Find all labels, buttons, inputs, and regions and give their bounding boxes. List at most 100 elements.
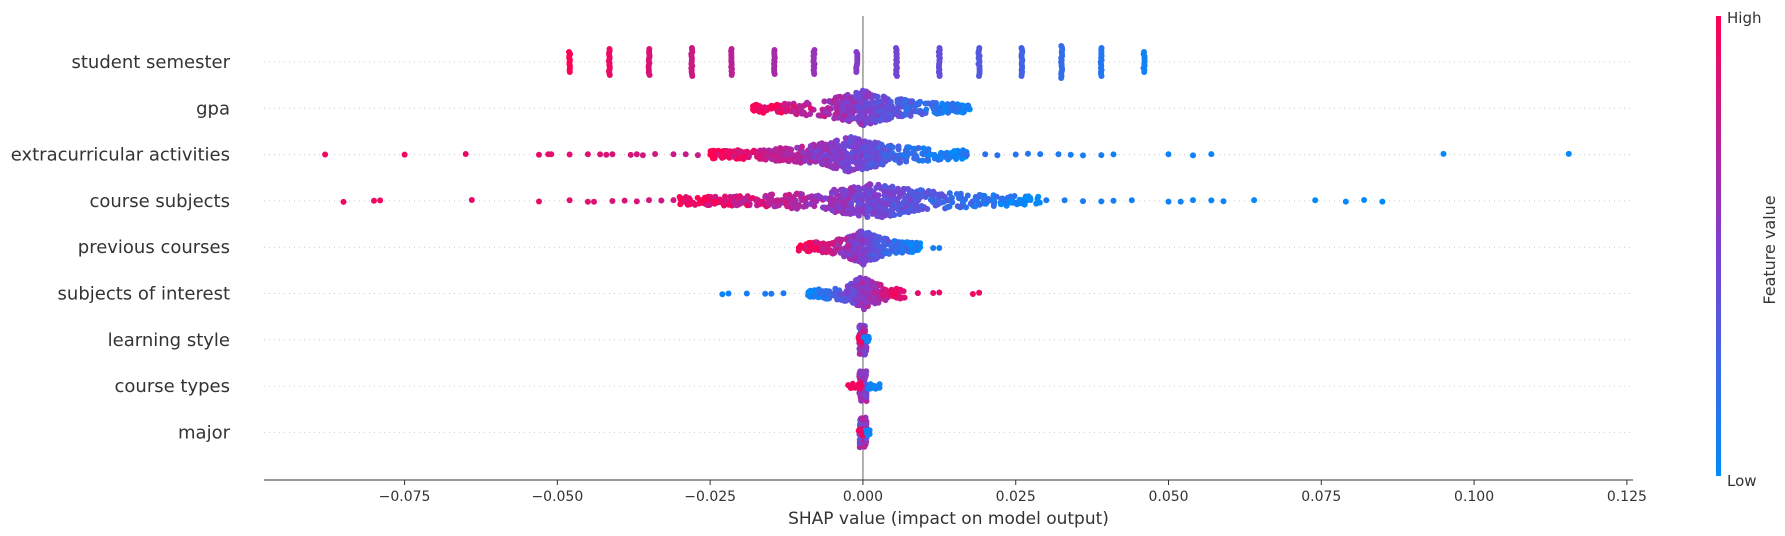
shap-point [566, 69, 573, 75]
shap-point [824, 146, 831, 153]
shap-point [1208, 197, 1215, 204]
shap-point [922, 100, 929, 107]
shap-point [846, 138, 853, 145]
shap-point [813, 148, 820, 155]
shap-point [780, 290, 787, 297]
shap-point [865, 91, 872, 98]
shap-point [1128, 197, 1135, 204]
shap-point [913, 193, 920, 200]
shap-point [855, 91, 862, 98]
shap-point [768, 290, 775, 297]
shap-point [754, 106, 761, 113]
shap-point [824, 152, 830, 159]
shap-point [936, 110, 943, 117]
shap-point [783, 150, 790, 157]
shap-point [733, 202, 740, 209]
shap-point [891, 238, 898, 245]
shap-point [871, 289, 878, 296]
shap-point [876, 234, 883, 241]
shap-point [876, 281, 883, 288]
shap-point [816, 141, 823, 148]
shap-point [907, 205, 914, 212]
shap-point [875, 299, 882, 306]
shap-point [951, 148, 958, 155]
shap-point [740, 153, 747, 160]
x-tick-label: −0.075 [379, 489, 431, 505]
shap-point [816, 290, 823, 297]
shap-point [896, 190, 903, 196]
shap-point [854, 276, 861, 283]
shap-point [905, 186, 911, 192]
shap-point [754, 196, 761, 203]
shap-point [807, 143, 814, 149]
shap-point [882, 95, 889, 102]
shap-point [885, 143, 892, 150]
shap-point [719, 148, 726, 155]
feature-label: learning style [108, 330, 230, 351]
shap-point [677, 201, 684, 208]
shap-point [944, 204, 951, 211]
x-tick-label: 0.100 [1454, 489, 1494, 505]
shap-point [870, 256, 877, 263]
shap-point [788, 200, 795, 207]
shap-point [862, 231, 869, 238]
colorbar-high-label: High [1727, 9, 1761, 27]
shap-point [1251, 197, 1258, 204]
shap-point [807, 158, 814, 165]
shap-point [884, 238, 891, 245]
shap-point [887, 212, 894, 219]
shap-point [1067, 151, 1074, 158]
shap-point [879, 161, 886, 168]
shap-point [609, 198, 616, 204]
shap-point [930, 106, 937, 113]
shap-point [803, 203, 810, 209]
shap-point [972, 203, 979, 210]
shap-point [853, 241, 860, 248]
shap-point [858, 121, 864, 128]
shap-point [1098, 73, 1105, 79]
shap-point [817, 194, 824, 201]
shap-point [833, 110, 840, 117]
shap-point [858, 159, 865, 166]
shap-point [856, 440, 863, 447]
shap-point [994, 152, 1001, 159]
shap-point [744, 193, 751, 200]
shap-point [956, 195, 963, 202]
feature-label: previous courses [78, 237, 230, 258]
shap-point [722, 193, 728, 200]
x-tick-label: 0.000 [843, 489, 883, 505]
shap-point [807, 105, 814, 112]
shap-point [874, 108, 880, 115]
shap-point [609, 151, 616, 158]
shap-point [738, 199, 745, 206]
shap-point [858, 430, 865, 437]
shap-point [829, 240, 836, 247]
shap-point [930, 290, 937, 296]
shap-point [1025, 150, 1031, 157]
shap-point [1034, 195, 1041, 202]
shap-point [873, 116, 880, 123]
shap-point [759, 150, 766, 157]
shap-point [868, 107, 875, 114]
shap-point [591, 198, 597, 205]
shap-point [976, 289, 983, 296]
shap-point [879, 214, 886, 221]
shap-point [830, 148, 837, 155]
shap-point [1565, 150, 1572, 157]
shap-point [670, 151, 677, 158]
shap-point [865, 238, 872, 245]
shap-point [953, 156, 960, 162]
shap-point [853, 69, 860, 75]
shap-point [915, 145, 922, 151]
shap-point [658, 197, 665, 204]
shap-point [797, 159, 804, 166]
row-guides [264, 61, 1633, 433]
shap-point [920, 145, 927, 152]
shap-point [902, 147, 909, 154]
shap-point [881, 201, 888, 208]
x-tick-label: 0.075 [1301, 489, 1341, 505]
shap-point [832, 285, 839, 292]
shap-point [822, 195, 829, 202]
shap-point [910, 150, 916, 157]
shap-point [1165, 151, 1172, 158]
